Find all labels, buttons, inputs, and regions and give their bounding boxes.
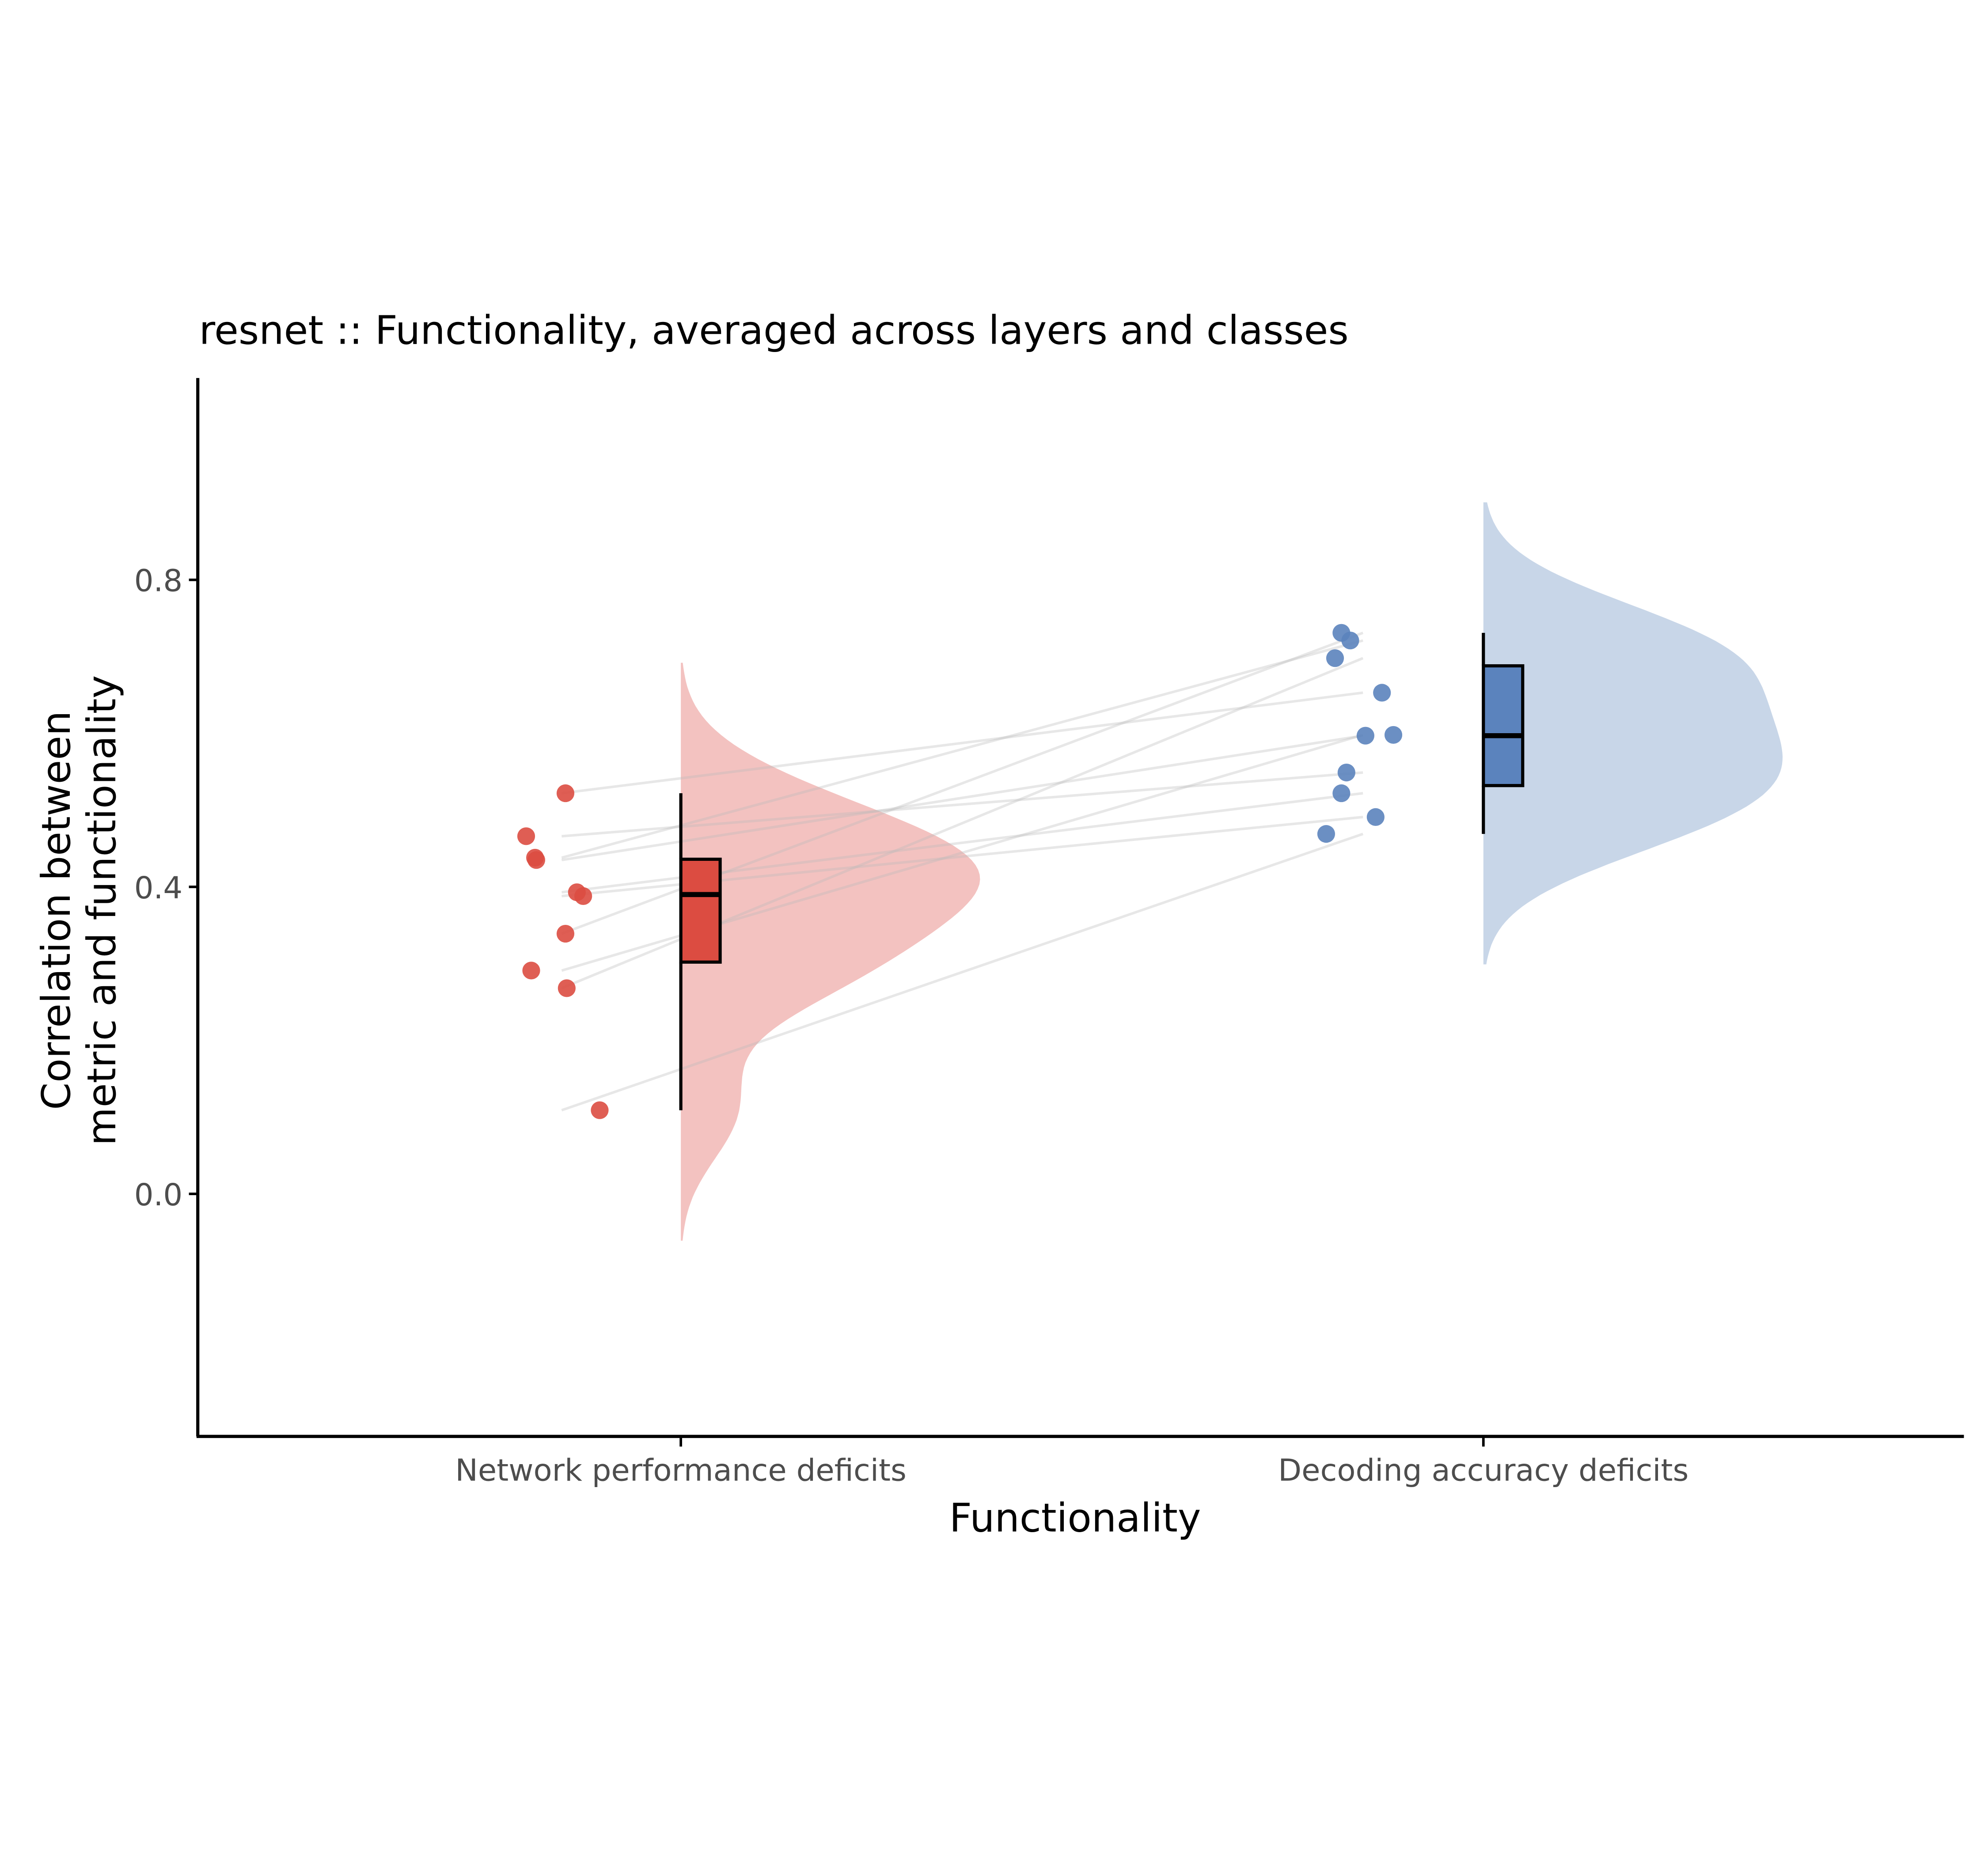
chart-title: resnet :: Functionality, averaged across… bbox=[199, 307, 1349, 353]
point bbox=[574, 887, 592, 905]
density bbox=[681, 662, 980, 1241]
x-axis-title: Functionality bbox=[949, 1495, 1201, 1541]
density bbox=[1483, 502, 1783, 965]
point bbox=[556, 924, 575, 943]
box bbox=[1482, 664, 1525, 787]
pair-line bbox=[561, 691, 1363, 795]
point bbox=[1337, 764, 1355, 782]
y-tick-label: 0.0 bbox=[134, 1177, 183, 1213]
point bbox=[517, 827, 535, 845]
x-tick-label: Network performance deficits bbox=[455, 1453, 907, 1488]
point bbox=[527, 851, 546, 869]
y-tick-label: 0.8 bbox=[134, 564, 183, 599]
point bbox=[1332, 784, 1351, 803]
point bbox=[1356, 727, 1374, 745]
point bbox=[591, 1101, 609, 1119]
box bbox=[679, 857, 722, 964]
point bbox=[1373, 684, 1391, 702]
point bbox=[556, 784, 575, 803]
y-tick-label: 0.4 bbox=[134, 871, 183, 906]
y-axis-title-line: metric and functionality bbox=[79, 675, 125, 1146]
point bbox=[1326, 649, 1344, 667]
point bbox=[1366, 808, 1385, 826]
point bbox=[1384, 726, 1403, 744]
pair-line bbox=[561, 734, 1363, 862]
point bbox=[558, 979, 576, 997]
point bbox=[522, 962, 540, 980]
pair-line bbox=[561, 833, 1364, 1112]
pair-line bbox=[561, 639, 1363, 859]
point bbox=[1332, 624, 1351, 642]
x-tick-label: Decoding accuracy deficits bbox=[1278, 1453, 1688, 1488]
pair-line bbox=[561, 771, 1363, 838]
y-axis-title-line: Correlation between bbox=[33, 711, 79, 1110]
y-axis-title: Correlation between metric and functiona… bbox=[33, 675, 125, 1146]
point bbox=[1317, 825, 1335, 843]
